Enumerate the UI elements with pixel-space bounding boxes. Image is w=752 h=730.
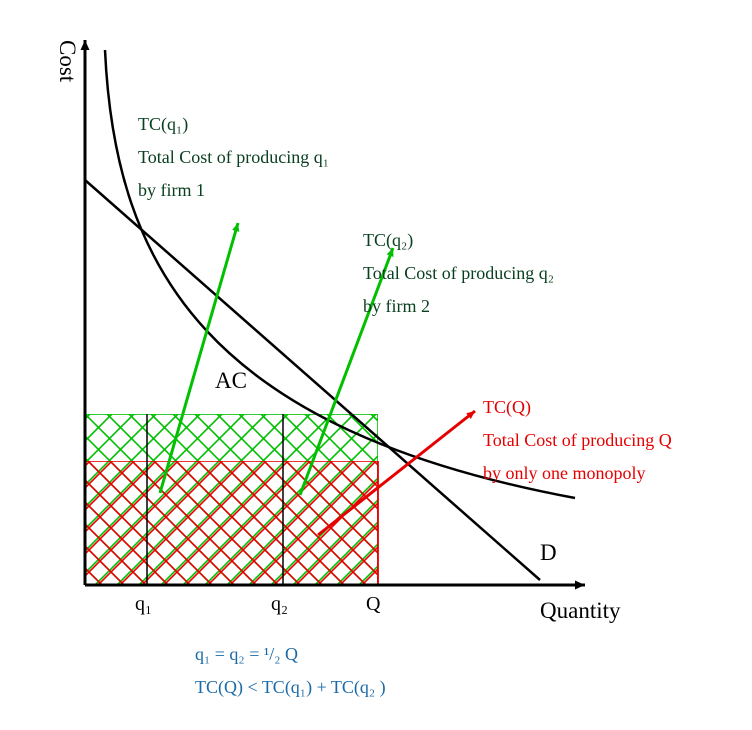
tick-q2: q₂: [271, 593, 288, 615]
svg-text:by firm 2: by firm 2: [363, 296, 430, 316]
arrow-tc_q2: [300, 248, 394, 495]
tick-Q: Q: [366, 593, 381, 615]
svg-text:TC(q₂): TC(q₂): [363, 230, 413, 251]
x-axis-label: Quantity: [540, 598, 621, 623]
svg-text:TC(q₁): TC(q₁): [138, 114, 188, 135]
svg-text:Total Cost of producing Q: Total Cost of producing Q: [483, 430, 672, 450]
demand-label: D: [540, 540, 557, 565]
demand-curve: [85, 180, 540, 580]
ac-label: AC: [215, 368, 247, 393]
footer-line-1: TC(Q) < TC(q₁) + TC(q₂ ): [195, 677, 386, 698]
annot-tc_q2: TC(q₂) Total Cost of producing q₂ by firm …: [363, 230, 554, 316]
footer-line-0: q₁ = q₂ = ¹/₂ Q: [195, 644, 298, 664]
y-axis-label: Cost: [55, 40, 80, 83]
annot-tc_Q: TC(Q) Total Cost of producing Q by only on…: [483, 397, 672, 483]
svg-text:Total Cost of producing q₁: Total Cost of producing q₁: [138, 147, 329, 167]
svg-text:TC(Q): TC(Q): [483, 397, 531, 418]
svg-text:Total Cost of producing q₂: Total Cost of producing q₂: [363, 263, 554, 283]
svg-text:by only one monopoly: by only one monopoly: [483, 463, 646, 483]
svg-text:by firm 1: by firm 1: [138, 180, 205, 200]
tick-q1: q₁: [135, 593, 152, 615]
annot-tc_q1: TC(q₁) Total Cost of producing q₁ by firm …: [138, 114, 329, 200]
